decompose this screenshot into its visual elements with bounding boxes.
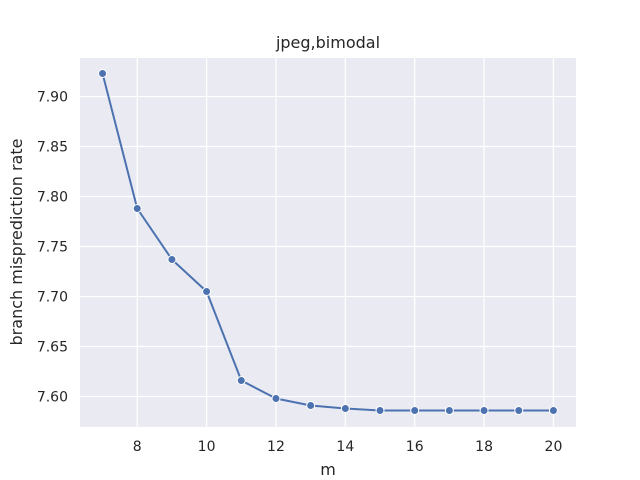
data-point (236, 376, 246, 385)
series-layer (98, 69, 558, 415)
y-tick-label: 7.80 (37, 190, 68, 206)
y-tick-label: 7.70 (37, 290, 68, 306)
y-tick-label: 7.85 (37, 140, 68, 156)
data-point (514, 406, 524, 415)
plot-area (80, 58, 576, 427)
data-point (340, 404, 350, 413)
data-point (444, 406, 454, 415)
data-point (271, 394, 281, 403)
y-tick-label: 7.90 (37, 90, 68, 106)
x-tick-label: 8 (133, 439, 142, 455)
data-point (548, 406, 558, 415)
data-point (479, 406, 489, 415)
series-line (101, 73, 554, 412)
data-point (167, 255, 177, 264)
x-tick-labels: 8 10 12 14 16 18 20 (133, 439, 563, 455)
x-tick-label: 20 (545, 439, 563, 455)
data-point (202, 287, 212, 296)
y-tick-label: 7.65 (37, 340, 68, 356)
x-axis-label: m (320, 460, 336, 479)
y-tick-label: 7.60 (37, 390, 68, 406)
x-tick-label: 12 (267, 439, 285, 455)
data-point (375, 406, 385, 415)
x-tick-label: 18 (475, 439, 493, 455)
y-tick-label: 7.75 (37, 240, 68, 256)
chart-title: jpeg,bimodal (275, 33, 380, 52)
y-tick-labels: 7.60 7.65 7.70 7.75 7.80 7.85 7.90 (37, 90, 68, 406)
x-tick-label: 10 (198, 439, 216, 455)
data-point (306, 401, 316, 410)
data-point (98, 69, 108, 78)
data-point (132, 204, 142, 213)
y-axis-label: branch misprediction rate (7, 139, 26, 346)
x-tick-label: 14 (336, 439, 354, 455)
x-tick-label: 16 (406, 439, 424, 455)
data-point (410, 406, 420, 415)
